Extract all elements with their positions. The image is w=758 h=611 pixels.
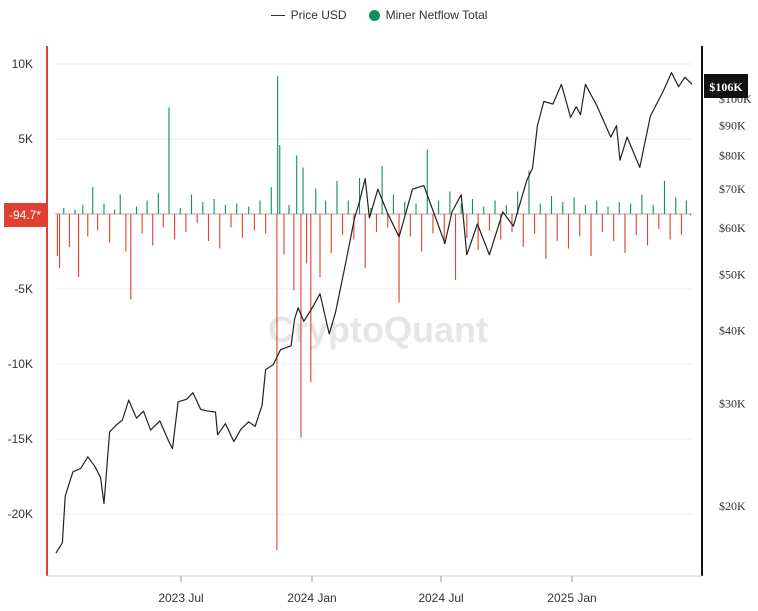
left-tick-label: -5K [14,282,33,296]
right-tick-label: $30K [719,396,746,410]
x-tick-label: 2023 Jul [158,591,203,605]
left-tick-label: -20K [8,507,33,521]
price-line [55,71,693,554]
right-tick-label: $40K [719,324,746,338]
left-tick-label: 10K [12,57,33,71]
right-tick-label: $60K [719,221,746,235]
left-tick-label: 5K [18,132,33,146]
right-tick-label: $50K [719,267,746,281]
legend-item-price[interactable]: Price USD [270,8,347,22]
price-current-label: $106K [709,80,743,94]
right-tick-label: $80K [719,148,746,162]
legend-dot-icon [368,9,380,21]
right-tick-label: $90K [719,119,746,133]
left-tick-label: -10K [8,357,33,371]
watermark-logo: CryptoQuant [268,309,488,350]
right-tick-label: $20K [719,499,746,513]
legend-line-icon [270,14,285,16]
price-current-badge [704,74,748,98]
x-tick-label: 2024 Jan [287,591,336,605]
x-tick-label: 2024 Jul [418,591,463,605]
legend-label-price: Price USD [290,8,347,22]
netflow-current-label: -94.7* [9,208,41,222]
x-tick-label: 2025 Jan [547,591,596,605]
legend-item-netflow[interactable]: Miner Netflow Total [368,8,488,22]
left-tick-label: -15K [8,432,33,446]
netflow-current-badge [4,203,47,227]
right-tick-label: $70K [719,182,746,196]
legend-label-netflow: Miner Netflow Total [385,8,488,22]
chart-legend: Price USD Miner Netflow Total [0,8,758,22]
